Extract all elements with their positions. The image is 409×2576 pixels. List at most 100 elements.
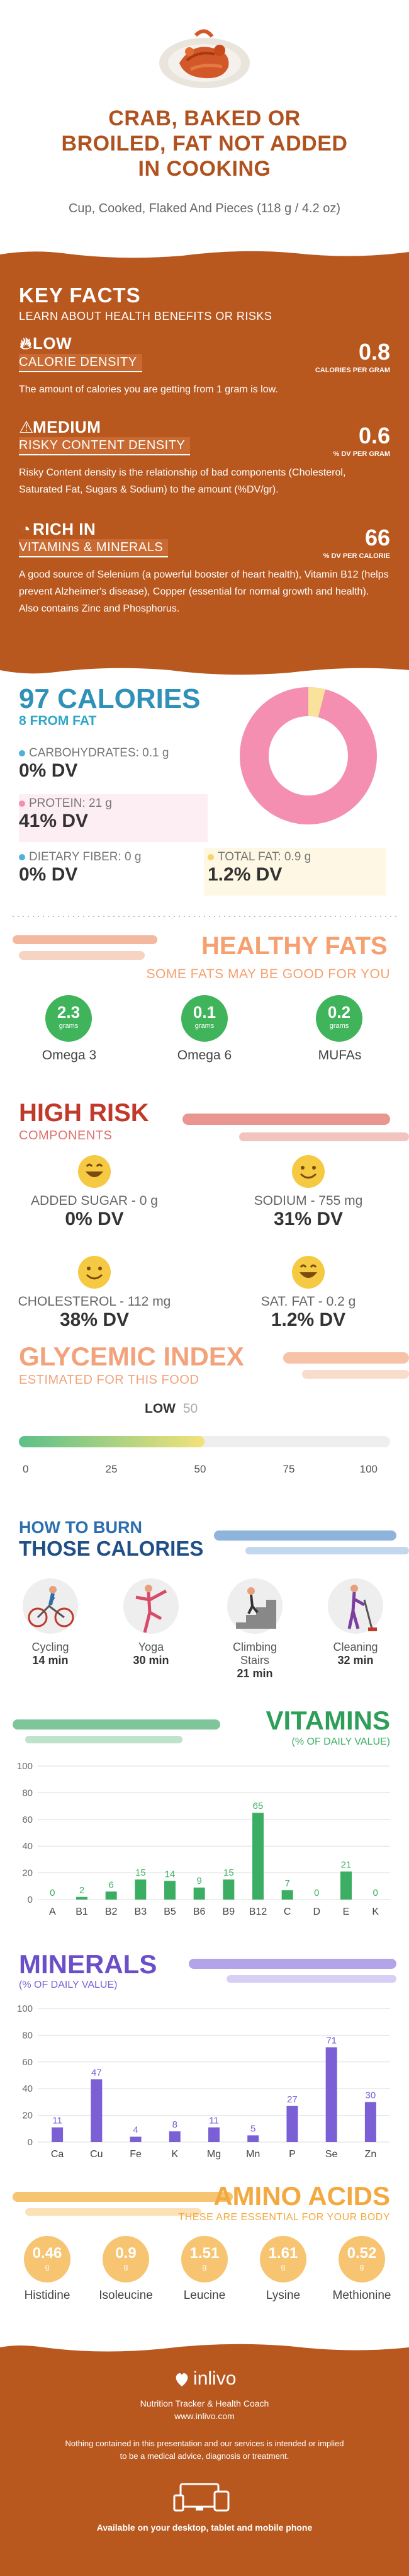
risk-sat-fat: SAT. FAT - 0.2 g 1.2% DV xyxy=(227,1253,390,1331)
mineral-value-label: 71 xyxy=(326,2035,337,2046)
high-risk-title: HIGH RISK xyxy=(19,1099,149,1127)
smiling-face-icon xyxy=(292,1155,325,1188)
fat-label: Omega 6 xyxy=(177,1048,232,1063)
crab-dish-image xyxy=(159,29,250,88)
glycemic-fill xyxy=(19,1436,204,1447)
amino-leucine: 1.51 g Leucine xyxy=(160,2236,249,2303)
risk-cholesterol: CHOLESTEROL - 112 mg 38% DV xyxy=(13,1253,176,1331)
risk-added-sugar: ADDED SUGAR - 0 g 0% DV xyxy=(13,1153,176,1230)
fat-bubble-omega3: 2.3 grams xyxy=(45,995,92,1042)
devices-icon xyxy=(173,2483,230,2512)
mineral-value-label: 47 xyxy=(91,2067,102,2078)
vitamin-bar-b9 xyxy=(223,1879,235,1900)
nutrient-fiber: DIETARY FIBER: 0 g 0% DV xyxy=(19,850,142,885)
fact-unit: CALORIES PER GRAM xyxy=(315,367,390,374)
flame-icon: 🔥︎ xyxy=(20,334,32,353)
mineral-bar-p xyxy=(286,2106,298,2142)
legend-dot xyxy=(19,800,25,807)
vitamin-ytick-label: 40 xyxy=(22,1841,33,1852)
calories-from-fat: 8 FROM FAT xyxy=(19,714,97,728)
yoga-icon xyxy=(123,1578,179,1634)
vitamins-subtitle: (% OF DAILY VALUE) xyxy=(291,1736,390,1747)
vitamin-bar-b1 xyxy=(76,1896,87,1900)
calorie-donut-chart xyxy=(240,687,377,824)
wave-divider xyxy=(0,2342,409,2352)
glycemic-tick-label: 75 xyxy=(283,1463,295,1475)
activity-yoga: Yoga 30 min xyxy=(113,1575,189,1667)
mineral-ytick-label: 60 xyxy=(22,2057,33,2068)
fact-unit: % DV PER CALORIE xyxy=(323,552,390,560)
vitamin-bar-e xyxy=(340,1871,352,1900)
legend-dot xyxy=(19,853,25,860)
amino-title: AMINO ACIDS xyxy=(213,2181,390,2211)
fat-label: MUFAs xyxy=(318,1048,362,1063)
glycemic-tick-label: 25 xyxy=(106,1463,118,1475)
nutrient-carbohydrates: CARBOHYDRATES: 0.1 g 0% DV xyxy=(19,746,169,781)
vitamin-ytick-label: 20 xyxy=(22,1868,33,1879)
availability-text: Available on your desktop, tablet and mo… xyxy=(96,2522,313,2533)
inlivo-logo-icon xyxy=(173,2370,191,2388)
amino-lysine: 1.61 g Lysine xyxy=(239,2236,327,2303)
glycemic-scale: 0 25 50 75 100 xyxy=(19,1436,390,1475)
vitamins-title: VITAMINS xyxy=(266,1706,390,1735)
cleaning-icon xyxy=(328,1578,383,1634)
brand-url[interactable]: www.inlivo.com xyxy=(174,2411,235,2421)
donut-slice-protein xyxy=(240,687,377,824)
mineral-bar-mg xyxy=(208,2127,220,2142)
donut-slice-fat xyxy=(240,687,377,824)
minerals-bars xyxy=(189,1959,396,1983)
healthy-fats-subtitle: SOME FATS MAY BE GOOD FOR YOU xyxy=(146,967,390,981)
glycemic-level: LOW 50 xyxy=(145,1401,198,1416)
vitamin-ytick-label: 80 xyxy=(22,1787,33,1798)
key-facts-section: KEY FACTS LEARN ABOUT HEALTH BENEFITS OR… xyxy=(0,248,409,678)
amino-bars xyxy=(13,2192,233,2216)
fact-calorie-density: 🔥︎LOW CALORIE DENSITY 0.8 CALORIES PER G… xyxy=(19,334,390,398)
legend-dot xyxy=(19,749,25,756)
disclaimer: Nothing contained in this presentation a… xyxy=(65,2439,344,2461)
vitamin-category-label: B2 xyxy=(105,1906,118,1917)
vitamin-value-label: 15 xyxy=(135,1867,146,1878)
vitamin-category-label: B5 xyxy=(164,1906,176,1917)
fat-bubble-mufas: 0.2 grams xyxy=(316,995,362,1042)
warning-icon: ⚠︎ xyxy=(19,418,34,436)
vitamin-ytick-label: 60 xyxy=(22,1815,33,1825)
vitamins-bar-chart: 0 20 40 60 80 100 0 A 2 B1 6 B2 15 B3 14 B5 9 B6 15 B9 65 B12… xyxy=(17,1761,390,1917)
fat-label: Omega 3 xyxy=(42,1048,97,1063)
stairs-icon xyxy=(227,1578,283,1634)
vitamin-category-label: K xyxy=(372,1906,379,1917)
vitamin-category-label: A xyxy=(49,1906,56,1917)
serving-size: Cup, Cooked, Flaked And Pieces (118 g / … xyxy=(68,202,341,215)
mineral-ytick-label: 80 xyxy=(22,2030,33,2041)
footer-section: inlivo Nutrition Tracker & Health Coach … xyxy=(0,2342,409,2576)
vitamin-value-label: 65 xyxy=(253,1801,264,1811)
mineral-bar-zn xyxy=(364,2102,376,2142)
vitamin-value-label: 14 xyxy=(165,1869,176,1879)
glycemic-value: 50 xyxy=(182,1401,198,1416)
vitamin-category-label: E xyxy=(343,1906,350,1917)
vitamin-value-label: 6 xyxy=(108,1879,113,1890)
fact-value: 0.6 xyxy=(358,423,390,448)
vitamin-value-label: 0 xyxy=(373,1888,378,1898)
mineral-value-label: 4 xyxy=(133,2125,138,2136)
mineral-value-label: 11 xyxy=(209,2116,219,2126)
nutrient-protein: PROTEIN: 21 g 41% DV xyxy=(19,794,208,842)
glycemic-tick-label: 50 xyxy=(194,1463,206,1475)
fact-unit: % DV PER GRAM xyxy=(333,450,390,458)
fact-value: 66 xyxy=(364,525,390,550)
glycemic-bars xyxy=(283,1352,409,1379)
vitamin-category-label: B6 xyxy=(193,1906,206,1917)
fact-vitamins-minerals: ◔ RICH IN VITAMINS & MINERALS 66 % DV PER… xyxy=(19,520,390,617)
smiling-face-icon xyxy=(78,1256,111,1289)
vitamin-category-label: B1 xyxy=(76,1906,88,1917)
healthy-fats-title: HEALTHY FATS xyxy=(201,932,388,960)
mineral-value-label: 30 xyxy=(366,2090,376,2100)
mineral-value-label: 11 xyxy=(52,2116,62,2126)
mineral-bar-k xyxy=(169,2131,181,2142)
gauge-icon: ◔ xyxy=(20,520,31,539)
vitamin-bar-b12 xyxy=(252,1813,264,1900)
activity-stairs: Climbing Stairs 21 min xyxy=(217,1575,293,1680)
mineral-category-label: P xyxy=(289,2149,296,2160)
activity-cleaning: Cleaning 32 min xyxy=(318,1575,393,1667)
brand-name: inlivo xyxy=(193,2368,237,2389)
legend-dot xyxy=(208,853,214,860)
